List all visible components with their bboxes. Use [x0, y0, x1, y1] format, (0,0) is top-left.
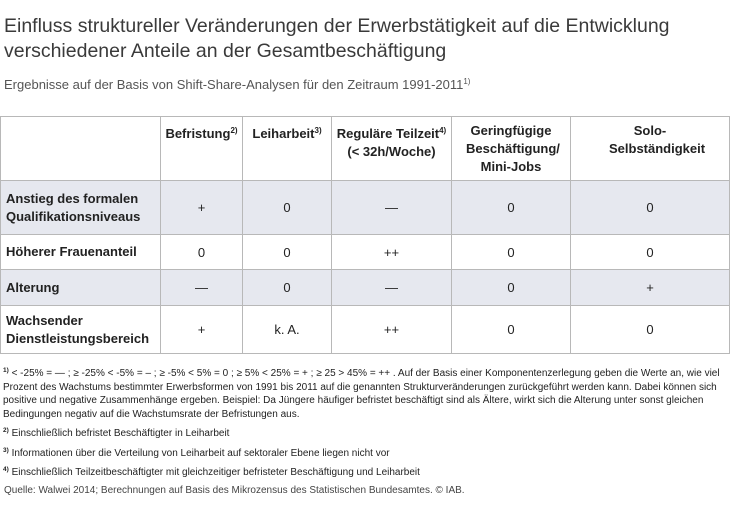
table-cell: 0	[451, 180, 571, 235]
table-cell: 0	[451, 305, 571, 354]
table-cell: 0	[570, 234, 730, 270]
table-row: Anstieg des formalen Qualifikationsnivea…	[0, 180, 730, 235]
footnote: 3) Informationen über die Verteilung von…	[3, 446, 390, 459]
footnote: 4) Einschließlich Teilzeitbeschäftigter …	[3, 466, 420, 478]
table-row: Höherer Frauenanteil 0 0 ++ 0 0	[0, 234, 730, 270]
column-header-minijobs: Geringfügige Beschäftigung/ Mini-Jobs	[451, 116, 571, 181]
table-cell: 0	[451, 234, 571, 270]
table-cell: 0	[242, 180, 332, 235]
table-cell: +	[570, 269, 730, 306]
table-cell: 0	[570, 180, 730, 235]
header-corner	[0, 116, 161, 181]
page-title: Einfluss struktureller Veränderungen der…	[4, 15, 670, 62]
footnotes: 1) < -25% = — ; ≥ -25% < -5% = – ; ≥ -5%…	[3, 364, 725, 480]
footnote: 1) < -25% = — ; ≥ -25% < -5% = – ; ≥ -5%…	[3, 367, 720, 420]
table-cell: —	[160, 269, 243, 306]
row-label: Höherer Frauenanteil	[0, 234, 161, 270]
table-cell: —	[331, 269, 452, 306]
table-cell: ++	[331, 305, 452, 354]
subtitle: Ergebnisse auf der Basis von Shift-Share…	[4, 77, 470, 92]
table-cell: —	[331, 180, 452, 235]
table-cell: 0	[570, 305, 730, 354]
row-label: Alterung	[0, 269, 161, 306]
table-cell: 0	[242, 269, 332, 306]
footnote: 2) Einschließlich befristet Beschäftigte…	[3, 427, 230, 439]
table-header-row: Befristung2) Leiharbeit3) Reguläre Teilz…	[0, 116, 730, 181]
table-cell: k. A.	[242, 305, 332, 354]
subtitle-footnote-marker: 1)	[463, 77, 471, 86]
table-cell: ++	[331, 234, 452, 270]
table-row: Wachsender Dienstleistungsbereich + k. A…	[0, 305, 730, 354]
table-cell: 0	[160, 234, 243, 270]
table-cell: +	[160, 180, 243, 235]
results-table: Befristung2) Leiharbeit3) Reguläre Teilz…	[0, 116, 730, 354]
table-cell: 0	[242, 234, 332, 270]
column-header-leiharbeit: Leiharbeit3)	[242, 116, 332, 181]
source-note: Quelle: Walwei 2014; Berechnungen auf Ba…	[4, 485, 465, 496]
column-header-solo: Solo-Selbständigkeit	[570, 116, 730, 181]
row-label: Wachsender Dienstleistungsbereich	[0, 305, 161, 354]
column-header-teilzeit: Reguläre Teilzeit4) (< 32h/Woche)	[331, 116, 452, 181]
subtitle-text: Ergebnisse auf der Basis von Shift-Share…	[4, 77, 464, 92]
row-label: Anstieg des formalen Qualifikationsnivea…	[0, 180, 161, 235]
column-header-befristung: Befristung2)	[160, 116, 243, 181]
table-cell: 0	[451, 269, 571, 306]
table-cell: +	[160, 305, 243, 354]
table-row: Alterung — 0 — 0 +	[0, 269, 730, 306]
